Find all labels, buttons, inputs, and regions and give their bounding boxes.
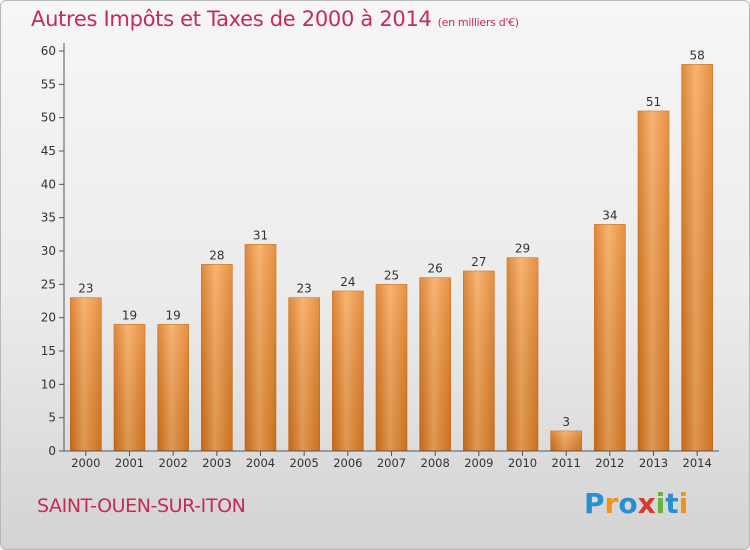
- y-tick-label: 30: [41, 244, 56, 258]
- bar-shade: [376, 284, 407, 451]
- bar-shade: [201, 264, 233, 451]
- y-tick-label: 15: [41, 344, 56, 358]
- x-tick-label: 2007: [377, 456, 406, 470]
- y-tick-label: 10: [41, 377, 56, 391]
- y-tick-label: 60: [41, 44, 56, 58]
- x-tick-label: 2013: [639, 456, 668, 470]
- bar-shade: [157, 324, 189, 451]
- bar-shade: [550, 431, 582, 451]
- y-axis: 0 5 10 15 20 25 30 35 40 45 50 55 60: [41, 43, 65, 458]
- data-label: 25: [384, 268, 399, 282]
- chart-title-text: Autres Impôts et Taxes de 2000 à 2014: [31, 7, 432, 31]
- x-tick-label: 2004: [246, 456, 275, 470]
- y-tick-label: 35: [41, 211, 56, 225]
- y-tick-label: 0: [48, 444, 56, 458]
- y-tick-label: 5: [48, 411, 56, 425]
- x-axis: 2000 2001 2002 2003 2004 2005 2006 2007 2008 2009…: [64, 450, 719, 470]
- chart-title: Autres Impôts et Taxes de 2000 à 2014 (en…: [31, 7, 519, 31]
- data-label: 31: [253, 228, 268, 242]
- bar-shade: [638, 111, 669, 451]
- bars: [70, 64, 713, 452]
- data-label: 28: [209, 248, 224, 262]
- place-name: SAINT-OUEN-SUR-ITON: [37, 495, 246, 517]
- bar-shade: [288, 297, 320, 451]
- data-label: 19: [122, 308, 137, 322]
- bar-shade: [245, 244, 276, 451]
- x-tick-label: 2006: [333, 456, 362, 470]
- data-label: 3: [562, 415, 570, 429]
- data-label: 27: [471, 255, 486, 269]
- data-label: 26: [428, 262, 443, 276]
- logo-letter: i: [678, 487, 689, 520]
- x-tick-label: 2000: [71, 456, 100, 470]
- y-tick-label: 45: [41, 144, 56, 158]
- data-label: 23: [78, 282, 93, 296]
- data-label: 51: [646, 95, 661, 109]
- x-tick-label: 2008: [421, 456, 450, 470]
- logo-letter: t: [665, 487, 679, 520]
- y-tick-label: 20: [41, 311, 56, 325]
- bar-shade: [332, 291, 364, 451]
- logo-letter: o: [618, 487, 638, 520]
- bar-shade: [507, 257, 538, 451]
- x-tick-label: 2012: [595, 456, 624, 470]
- data-labels: 23 19 19 28 31 23 24 25 26 27 29 3 34 51 58: [78, 48, 705, 429]
- bar-shade: [594, 224, 626, 451]
- x-tick-label: 2005: [290, 456, 319, 470]
- chart-subtitle: (en milliers d'€): [437, 16, 519, 29]
- logo-letter: i: [655, 487, 666, 520]
- data-label: 58: [690, 48, 705, 62]
- logo-letter: r: [604, 487, 619, 520]
- logo-letter: P: [584, 487, 605, 520]
- data-label: 24: [340, 275, 355, 289]
- x-tick-label: 2011: [552, 456, 581, 470]
- bar-shade: [681, 64, 713, 452]
- data-label: 19: [166, 308, 181, 322]
- x-tick-label: 2009: [464, 456, 493, 470]
- x-tick-label: 2001: [115, 456, 144, 470]
- bar-shade: [463, 271, 495, 451]
- y-tick-label: 25: [41, 277, 56, 291]
- logo-letter: x: [637, 487, 656, 520]
- bar-shade: [419, 277, 451, 451]
- data-label: 34: [602, 208, 617, 222]
- bar-shade: [70, 297, 102, 451]
- y-tick-label: 50: [41, 111, 56, 125]
- bar-shade: [114, 324, 145, 451]
- x-tick-label: 2003: [202, 456, 231, 470]
- y-tick-label: 55: [41, 77, 56, 91]
- data-label: 23: [297, 282, 312, 296]
- proxiti-logo: Proxiti: [584, 487, 688, 520]
- data-label: 29: [515, 242, 530, 256]
- x-tick-label: 2010: [508, 456, 537, 470]
- y-tick-label: 40: [41, 177, 56, 191]
- x-tick-label: 2014: [683, 456, 712, 470]
- x-tick-label: 2002: [159, 456, 188, 470]
